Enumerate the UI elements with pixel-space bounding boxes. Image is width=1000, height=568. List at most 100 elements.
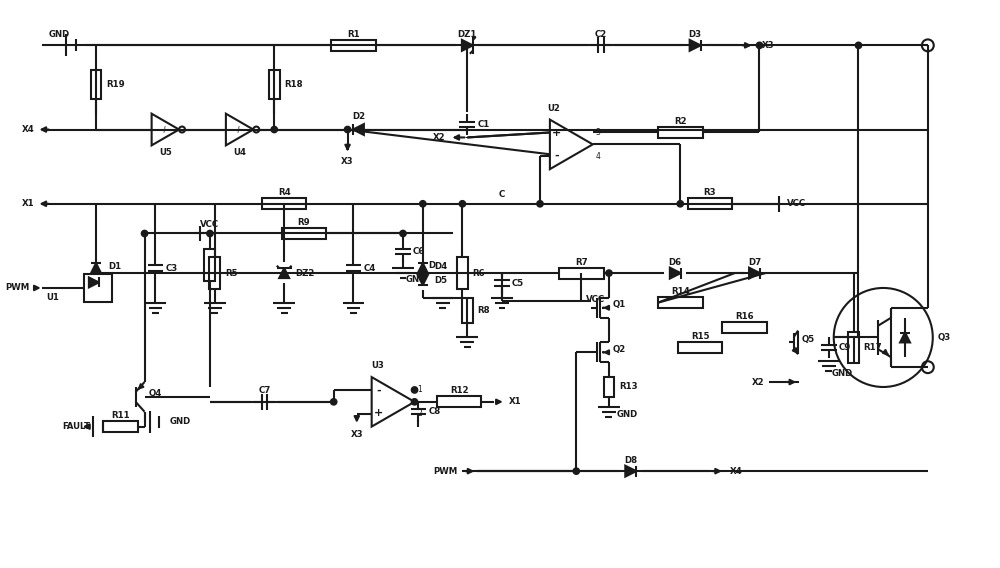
Polygon shape (89, 277, 99, 287)
Text: -: - (555, 151, 559, 160)
Text: R15: R15 (691, 332, 709, 341)
Bar (91, 70, 101, 99)
Circle shape (344, 126, 351, 133)
Text: GND: GND (832, 369, 853, 378)
Circle shape (573, 468, 579, 474)
Text: D5: D5 (435, 275, 448, 285)
Text: 1: 1 (418, 386, 422, 394)
Text: X3: X3 (341, 157, 354, 166)
Text: X3: X3 (350, 429, 363, 438)
Circle shape (411, 387, 418, 393)
Text: D8: D8 (624, 456, 637, 465)
Text: R12: R12 (450, 386, 468, 395)
Text: DZ2: DZ2 (295, 269, 314, 278)
Text: D3: D3 (689, 30, 702, 39)
Circle shape (141, 231, 148, 237)
Polygon shape (418, 263, 428, 273)
Text: 4: 4 (596, 152, 601, 161)
Text: R1: R1 (347, 30, 360, 39)
Text: GND: GND (406, 275, 427, 284)
Polygon shape (418, 275, 428, 285)
Text: Q2: Q2 (613, 345, 626, 354)
Text: C3: C3 (165, 264, 178, 273)
Text: C2: C2 (595, 30, 607, 39)
Text: FAULT: FAULT (62, 422, 90, 431)
Text: C5: C5 (512, 278, 524, 287)
Text: X1: X1 (22, 199, 35, 208)
Bar (331, 40, 376, 51)
Text: X4: X4 (730, 467, 743, 475)
Text: C8: C8 (428, 407, 441, 416)
Bar (722, 322, 767, 333)
Text: C7: C7 (258, 386, 271, 395)
Bar (688, 198, 732, 209)
Text: D1: D1 (108, 262, 121, 271)
Bar (559, 268, 604, 278)
Polygon shape (749, 268, 760, 278)
Bar (678, 342, 722, 353)
Text: C6: C6 (413, 247, 425, 256)
Text: +: + (374, 408, 383, 417)
Circle shape (855, 42, 862, 48)
Text: Q1: Q1 (613, 300, 626, 310)
Text: C9: C9 (839, 343, 851, 352)
Text: X3: X3 (761, 41, 774, 50)
Text: U4: U4 (233, 148, 246, 157)
Text: GND: GND (169, 417, 191, 426)
Text: VCC: VCC (586, 295, 605, 304)
Polygon shape (91, 263, 101, 273)
Text: C: C (499, 190, 505, 199)
Text: DZ1: DZ1 (458, 30, 477, 39)
Circle shape (400, 231, 406, 237)
Polygon shape (670, 268, 681, 278)
Bar (848, 332, 859, 363)
Text: GND: GND (48, 31, 70, 39)
Text: D: D (428, 261, 435, 270)
Bar (262, 198, 306, 209)
Bar (204, 249, 215, 281)
Bar (437, 396, 481, 407)
Circle shape (756, 42, 763, 48)
Text: PWM: PWM (5, 283, 30, 293)
Text: R7: R7 (575, 258, 588, 267)
Text: D7: D7 (748, 258, 761, 267)
Text: R5: R5 (225, 269, 237, 278)
Text: X2: X2 (433, 133, 446, 142)
Text: R17: R17 (863, 343, 882, 352)
Polygon shape (279, 268, 289, 278)
Text: ⨏: ⨏ (163, 126, 166, 133)
Text: C4: C4 (363, 264, 376, 273)
Text: Q5: Q5 (802, 335, 815, 344)
Text: D6: D6 (669, 258, 682, 267)
Bar (462, 298, 473, 323)
Text: U1: U1 (47, 293, 59, 302)
Text: VCC: VCC (787, 199, 806, 208)
Circle shape (207, 231, 213, 237)
Text: D2: D2 (352, 112, 365, 121)
Text: Q3: Q3 (938, 333, 951, 342)
Text: R13: R13 (619, 382, 637, 391)
Text: R4: R4 (278, 189, 291, 198)
Circle shape (331, 399, 337, 405)
Circle shape (271, 126, 277, 133)
Text: VCC: VCC (200, 220, 219, 228)
Text: X1: X1 (509, 398, 521, 406)
Polygon shape (625, 466, 636, 477)
Text: -: - (376, 386, 381, 396)
Text: U2: U2 (547, 104, 560, 112)
Circle shape (411, 399, 418, 405)
Polygon shape (900, 332, 910, 343)
Text: R16: R16 (735, 312, 754, 321)
Text: R11: R11 (111, 411, 130, 420)
Bar (604, 377, 614, 397)
Text: PWM: PWM (433, 467, 457, 475)
Polygon shape (353, 124, 364, 135)
Text: R19: R19 (106, 80, 125, 89)
Text: U5: U5 (159, 148, 172, 157)
Bar (282, 228, 326, 239)
Polygon shape (690, 40, 701, 51)
Text: R2: R2 (674, 117, 687, 126)
Text: D4: D4 (435, 262, 448, 271)
Text: C1: C1 (477, 120, 490, 129)
Text: X4: X4 (22, 125, 35, 134)
